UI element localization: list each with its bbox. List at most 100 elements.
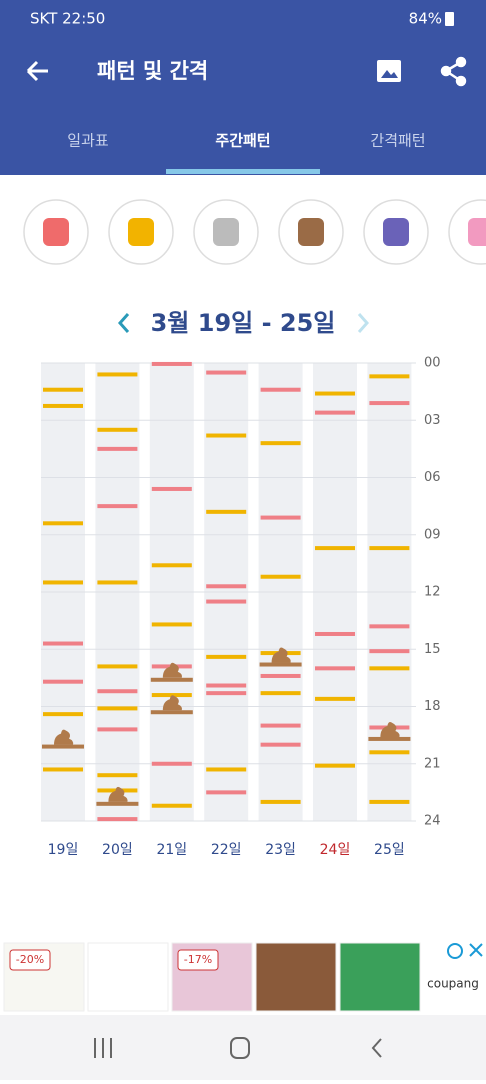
poop-icon: [271, 647, 291, 663]
feed-event: [260, 441, 301, 446]
ad-brand: coupang: [427, 977, 479, 991]
red-event: [97, 727, 138, 732]
red-event: [151, 486, 192, 491]
red-event: [206, 370, 247, 375]
ad-product[interactable]: [339, 942, 421, 1012]
feed-event: [206, 767, 247, 772]
discount-badge: [177, 949, 219, 971]
nav-back[interactable]: [371, 1038, 382, 1058]
back-button[interactable]: [26, 60, 48, 82]
red-event: [97, 817, 138, 822]
red-event: [315, 410, 355, 415]
feed-event: [43, 712, 83, 717]
hour-label: 00: [424, 356, 441, 371]
ad-product[interactable]: [255, 942, 337, 1012]
hour-label: 09: [424, 527, 441, 542]
feed-event: [315, 763, 355, 768]
poop-icon: [162, 662, 182, 678]
tab[interactable]: 주간패턴: [215, 132, 270, 150]
feed-event: [97, 664, 138, 669]
poop-event: [42, 744, 84, 749]
feed-event: [151, 622, 192, 627]
feed-event: [43, 403, 83, 408]
feed-event: [97, 773, 138, 778]
hour-label: 21: [424, 756, 441, 771]
prev-week[interactable]: [117, 313, 130, 333]
day-label: 20일: [102, 842, 133, 858]
ad-info[interactable]: [447, 943, 463, 959]
category-icon: [383, 218, 409, 246]
feed-event: [151, 803, 192, 808]
category-icon: [468, 218, 486, 246]
share-button[interactable]: [440, 56, 467, 87]
feed-event: [43, 521, 83, 526]
poop-icon: [380, 721, 400, 737]
feed-event: [206, 654, 247, 659]
discount-text: -17%: [184, 953, 212, 966]
feed-event: [206, 509, 247, 514]
tab[interactable]: 일과표: [67, 132, 109, 150]
tab[interactable]: 간격패턴: [370, 132, 425, 150]
red-event: [151, 361, 192, 366]
image-button[interactable]: [377, 60, 401, 82]
poop-icon: [162, 695, 182, 711]
red-event: [97, 446, 138, 451]
nav-bar: [0, 1015, 486, 1080]
poop-event: [150, 677, 193, 682]
image-icon: [381, 70, 398, 78]
ad-product[interactable]: [87, 942, 169, 1012]
feed-event: [369, 666, 410, 671]
category-icon: [128, 218, 154, 246]
nav-recent[interactable]: [94, 1038, 112, 1058]
feed-event: [97, 372, 138, 377]
feed-event: [43, 767, 83, 772]
category-icon: [298, 218, 324, 246]
red-event: [260, 387, 301, 392]
discount-text: -20%: [16, 953, 44, 966]
day-label: 23일: [265, 842, 296, 858]
red-event: [206, 790, 247, 795]
feed-event: [260, 691, 301, 696]
poop-event: [150, 710, 193, 715]
red-event: [206, 683, 247, 688]
red-event: [315, 631, 355, 636]
nav-home[interactable]: [230, 1037, 250, 1059]
red-event: [369, 649, 410, 654]
feed-event: [369, 374, 410, 379]
red-event: [97, 689, 138, 694]
feed-event: [97, 427, 138, 432]
ad-close[interactable]: [469, 943, 483, 957]
poop-icon: [54, 729, 74, 745]
hour-label: 24: [424, 814, 441, 829]
poop-event: [259, 662, 302, 667]
feed-event: [97, 580, 138, 585]
battery-icon: [445, 12, 454, 26]
week-label: 3월 19일 - 25일: [151, 309, 336, 337]
red-event: [369, 401, 410, 406]
category-button[interactable]: [448, 199, 486, 265]
hour-label: 12: [424, 585, 441, 600]
title: 패턴 및 간격: [97, 59, 208, 83]
red-event: [260, 723, 301, 728]
hour-label: 06: [424, 470, 441, 485]
red-event: [206, 691, 247, 696]
next-week[interactable]: [357, 313, 370, 333]
feed-event: [369, 799, 410, 804]
status-time: SKT 22:50: [30, 10, 105, 28]
red-event: [206, 599, 247, 604]
feed-event: [315, 696, 355, 701]
red-event: [315, 666, 355, 671]
red-event: [43, 641, 83, 646]
day-label: 21일: [156, 842, 187, 858]
red-event: [260, 742, 301, 747]
feed-event: [369, 750, 410, 755]
red-event: [260, 515, 301, 520]
feed-event: [43, 387, 83, 392]
feed-event: [151, 693, 192, 698]
red-event: [260, 673, 301, 678]
category-icon: [213, 218, 239, 246]
feed-event: [315, 391, 355, 396]
feed-event: [206, 433, 247, 438]
feed-event: [97, 706, 138, 711]
